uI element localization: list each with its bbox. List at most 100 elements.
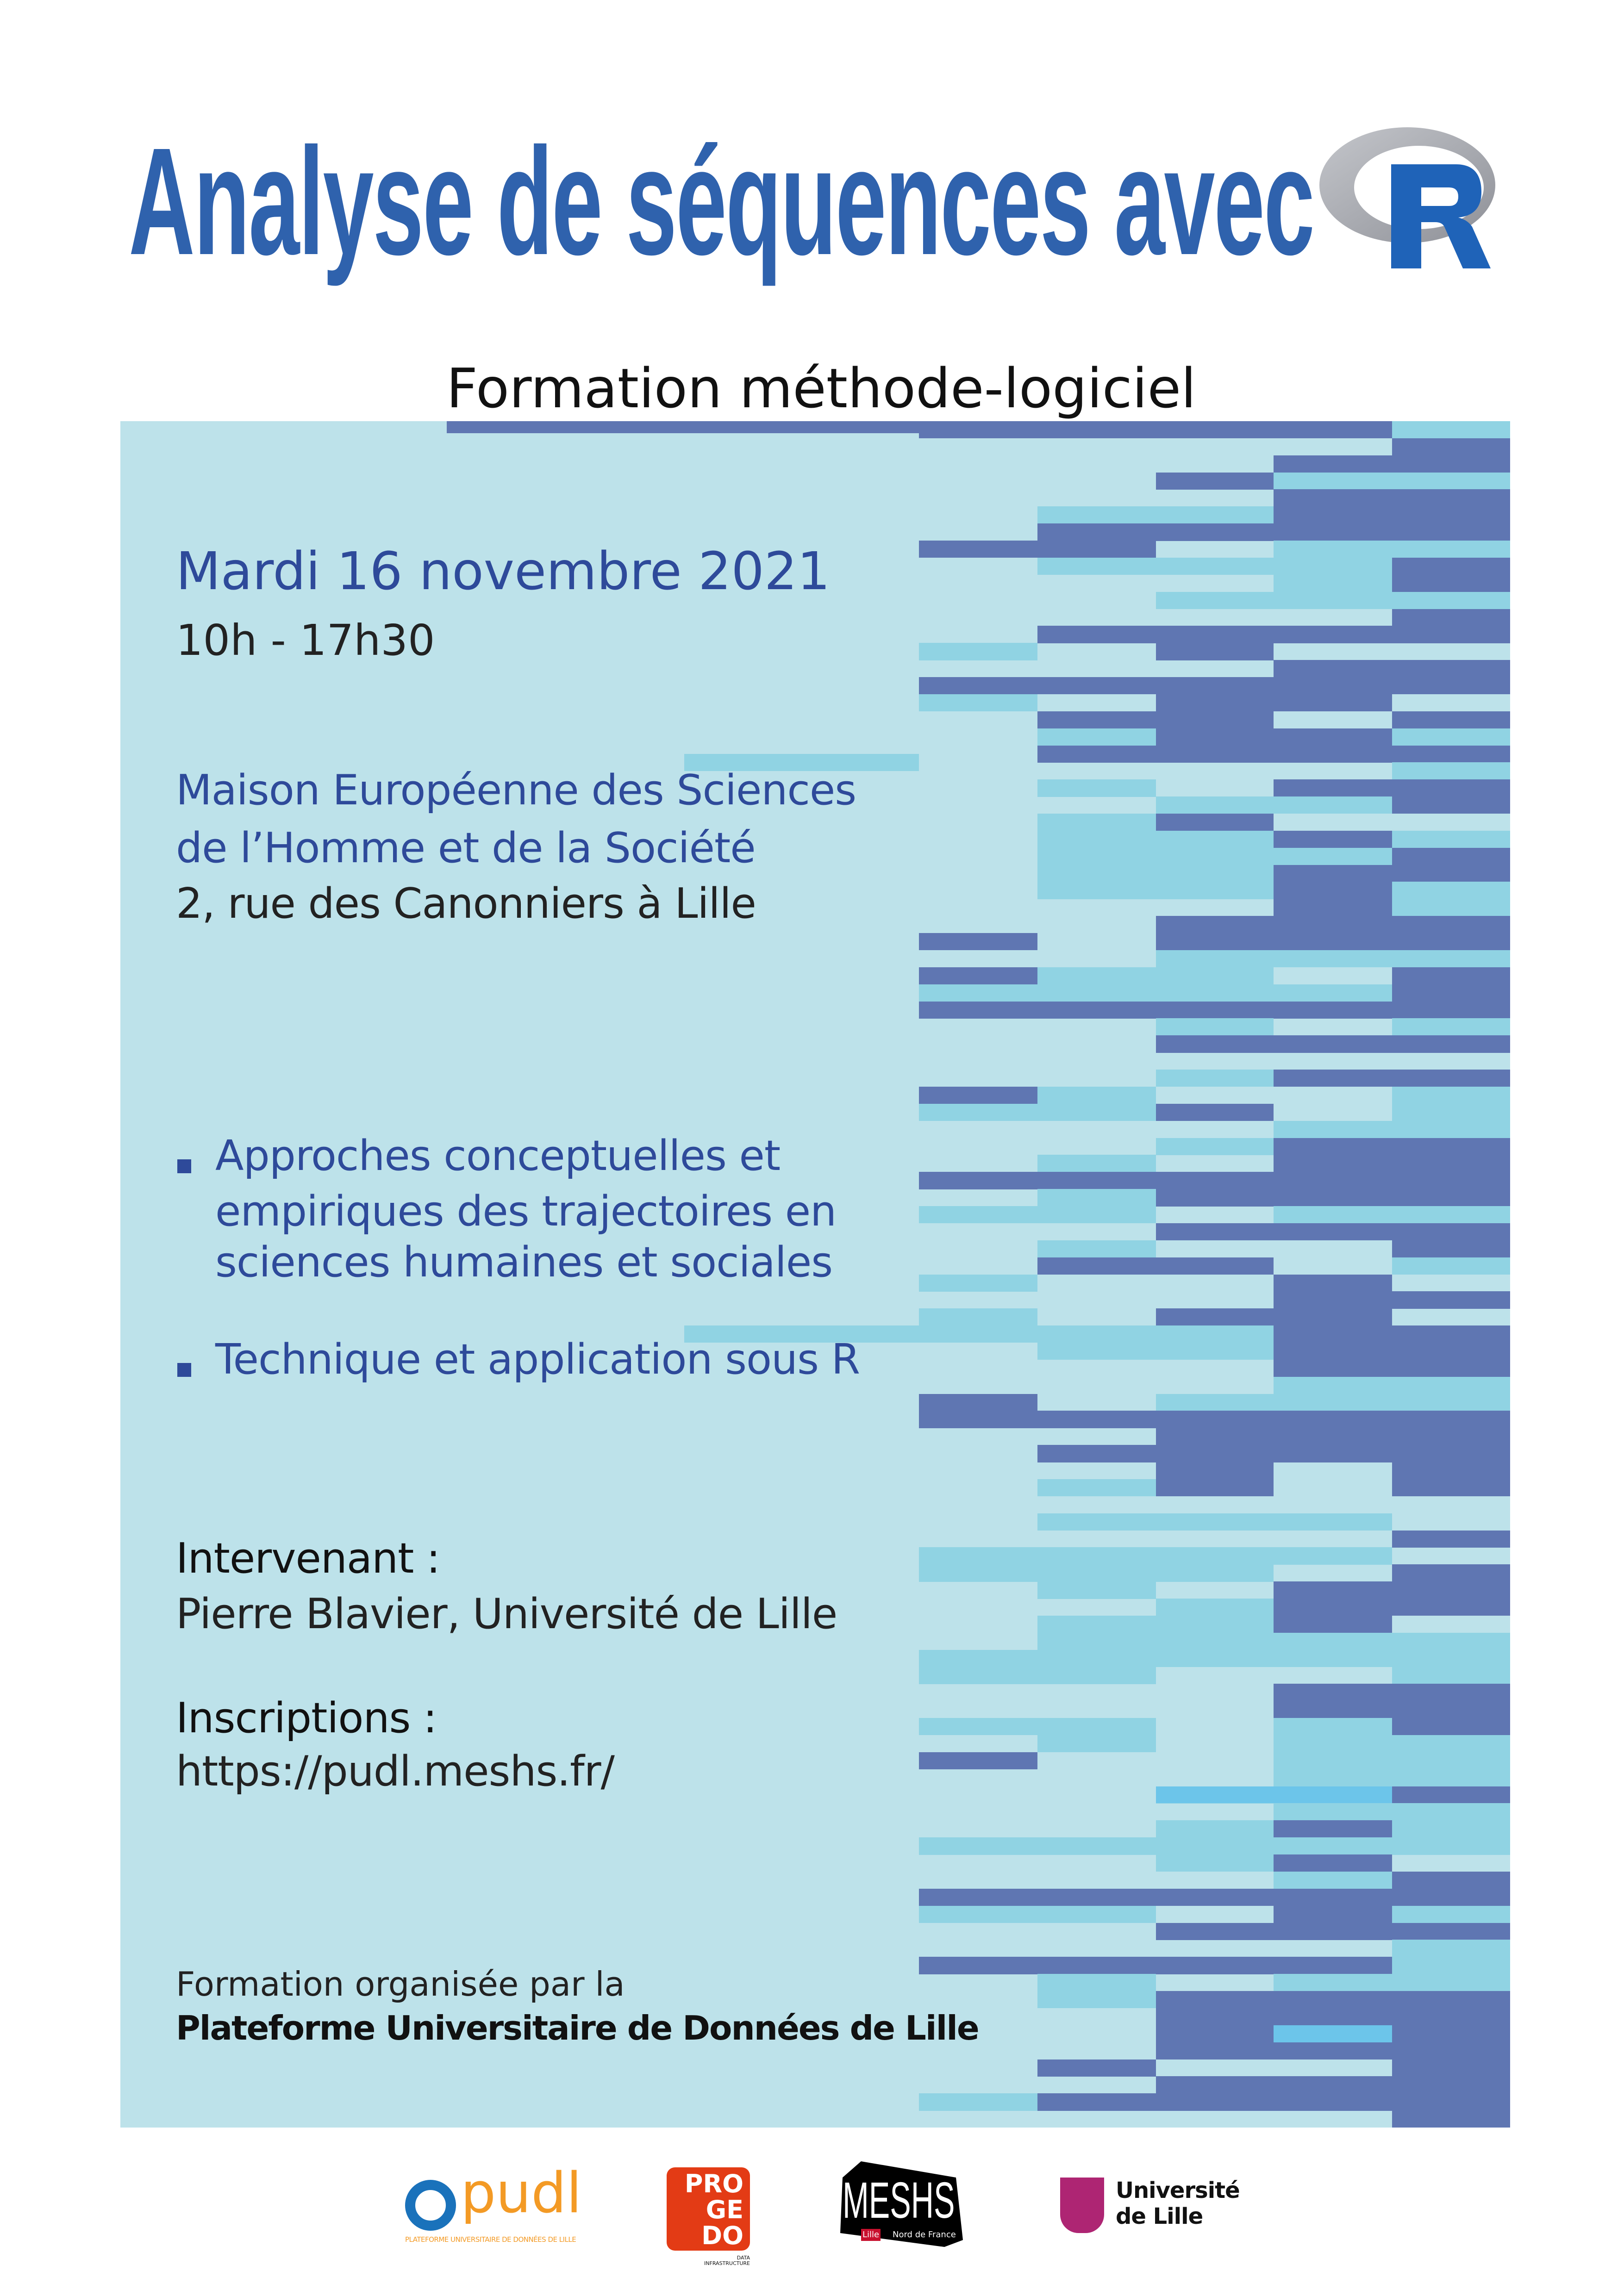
sequence-bar: [1156, 882, 1274, 899]
sequence-bar: [1274, 455, 1392, 473]
sequence-bar: [1274, 1189, 1392, 1207]
sequence-bar: [919, 1001, 1037, 1019]
sequence-bar: [1156, 2025, 1274, 2043]
sequence-bar: [1274, 677, 1392, 695]
sequence-bar: [1274, 1547, 1392, 1565]
sequence-bar: [1156, 1172, 1274, 1189]
sequence-bar: [1274, 1957, 1392, 1974]
sequence-bar: [1037, 814, 1156, 831]
sequence-bar: [1156, 506, 1274, 524]
sequence-bar: [1156, 1103, 1274, 1121]
sequence-bar: [1156, 1888, 1274, 1906]
sequence-bar: [1274, 1206, 1392, 1224]
sequence-bar: [1274, 1752, 1392, 1770]
sequence-bar: [1037, 1888, 1156, 1906]
sequence-bar: [1392, 1581, 1510, 1599]
sequence-bar: [1392, 677, 1510, 695]
sequence-bar: [1037, 541, 1156, 558]
sequence-bar: [1274, 523, 1392, 541]
sequence-bar: [1392, 933, 1510, 951]
sequence-bar: [1274, 1411, 1392, 1428]
sequence-bar: [684, 753, 919, 771]
sequence-bar: [1156, 1035, 1274, 1053]
sequence-bar: [1274, 1684, 1392, 1701]
sequence-bar: [1392, 557, 1510, 575]
universite-lille-logo: Université de Lille: [1060, 2178, 1240, 2238]
sequence-bar: [1274, 950, 1392, 968]
sequence-bar: [1392, 847, 1510, 865]
sequence-bar: [1037, 1206, 1156, 1224]
sequence-bar: [1392, 1325, 1510, 1343]
sequence-bar: [1392, 1991, 1510, 2009]
sequence-bar: [1156, 1445, 1274, 1462]
sequence-bar: [1392, 438, 1510, 456]
sequence-bar: [1392, 779, 1510, 797]
sequence-bar: [1392, 1752, 1510, 1770]
sequence-bar: [1156, 677, 1274, 695]
sequence-bar: [919, 1957, 1037, 1974]
sequence-bar: [1392, 1070, 1510, 1087]
sequence-bar: [1156, 847, 1274, 865]
sequence-bar: [919, 967, 1037, 985]
sequence-bar: [1392, 1479, 1510, 1497]
sequence-bar: [1037, 2093, 1156, 2111]
sequence-bar: [1392, 1018, 1510, 1036]
sequence-bar: [1392, 1189, 1510, 1207]
topic-1-line-1: Approches conceptuelles et: [215, 1132, 781, 1180]
sequence-bar: [1037, 1837, 1156, 1855]
sequence-bar: [1392, 2042, 1510, 2060]
sequence-bar: [1274, 1615, 1392, 1633]
sequence-bar: [1037, 865, 1156, 882]
sequence-bar: [1392, 728, 1510, 746]
topic-1-line-3: sciences humaines et sociales: [215, 1238, 833, 1287]
sequence-bar: [1037, 2059, 1156, 2077]
registration-label: Inscriptions :: [176, 1694, 437, 1742]
progedo-caption-2: INFRASTRUCTURE: [704, 2260, 750, 2266]
sequence-bar: [1392, 950, 1510, 968]
sequence-bar: [1037, 1189, 1156, 1207]
sequence-bar: [1392, 1735, 1510, 1753]
sequence-bar: [1156, 1547, 1274, 1565]
sequence-pattern-panel: [120, 421, 1510, 2128]
sequence-bar: [919, 1103, 1037, 1121]
sequence-bar: [1156, 1564, 1274, 1582]
sequence-bar: [1392, 1649, 1510, 1667]
sequence-bar: [1274, 745, 1392, 763]
sequence-bar: [1274, 1871, 1392, 1889]
sequence-bar: [1037, 1974, 1156, 1991]
sequence-bar: [919, 677, 1037, 695]
sequence-bar: [1274, 1923, 1392, 1940]
event-date: Mardi 16 novembre 2021: [176, 541, 831, 602]
sequence-bar: [1392, 1599, 1510, 1616]
organizer-intro: Formation organisée par la: [176, 1965, 625, 2004]
sequence-bar: [1037, 1086, 1156, 1104]
sequence-bar: [1392, 1138, 1510, 1155]
sequence-bar: [1392, 1462, 1510, 1480]
sequence-bar: [919, 1718, 1037, 1736]
registration-link[interactable]: https://pudl.meshs.fr/: [176, 1747, 615, 1796]
sequence-bar: [1392, 1888, 1510, 1906]
sequence-bar: [1037, 1172, 1156, 1189]
meshs-logo: MESHS Lille Nord de France: [838, 2161, 972, 2249]
sequence-bar: [1392, 1837, 1510, 1855]
sequence-bar: [919, 2093, 1037, 2111]
sequence-bar: [1156, 1428, 1274, 1445]
sequence-bar: [1037, 1667, 1156, 1684]
sequence-bar: [1392, 1940, 1510, 1957]
sequence-bar: [1392, 1001, 1510, 1019]
sequence-bar: [1274, 1325, 1392, 1343]
sequence-bar: [919, 1086, 1037, 1104]
pudl-caption: PLATEFORME UNIVERSITAIRE DE DONNÉES DE L…: [405, 2235, 576, 2244]
sequence-bar: [919, 984, 1037, 1002]
sequence-bar: [919, 1837, 1037, 1855]
progedo-caption-1: DATA: [737, 2255, 750, 2261]
sequence-bar: [1274, 2042, 1392, 2060]
progedo-logo: PRO GE DO: [667, 2167, 750, 2251]
sequence-bar: [919, 1752, 1037, 1770]
sequence-bar: [919, 1394, 1037, 1411]
sequence-bar: [919, 1172, 1037, 1189]
sequence-bar: [1392, 1394, 1510, 1411]
sequence-bar: [1274, 1905, 1392, 1923]
sequence-bar: [1274, 1308, 1392, 1326]
sequence-bar: [1274, 1155, 1392, 1172]
